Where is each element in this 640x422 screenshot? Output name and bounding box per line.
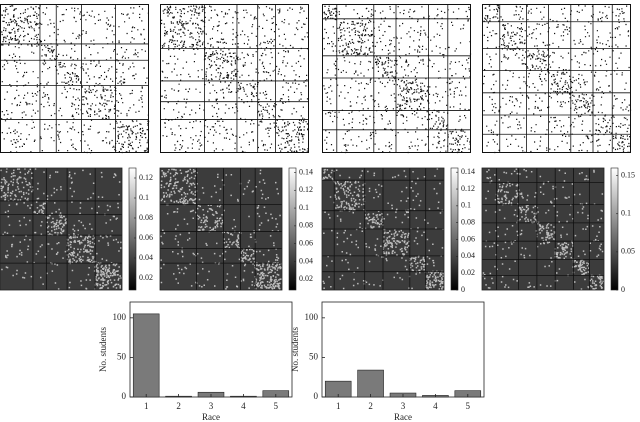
colorbar-tick-label: 0: [621, 285, 625, 294]
colorbar-tick-label: 0.05: [621, 247, 635, 256]
colorbar-tick-label: 0.08: [299, 221, 313, 230]
colorbar: [450, 167, 459, 291]
colorbar-tick-label: 0.04: [461, 251, 475, 260]
colorbar-tick-label: 0.14: [461, 167, 475, 176]
colorbar-tick-label: 0.06: [461, 234, 475, 243]
y-tick-label: 50: [117, 351, 127, 361]
colorbar-tick-label: 0.12: [299, 185, 313, 194]
colorbar-tick-label: 0.06: [139, 233, 153, 242]
x-tick-label: 4: [241, 401, 246, 411]
colorbar-tick-label: 0.1: [139, 193, 149, 202]
matrix-frame: [482, 4, 631, 153]
x-tick-label: 5: [274, 401, 279, 411]
colorbar-tick-label: 0.1: [461, 201, 471, 210]
y-tick-label: 0: [122, 391, 127, 401]
heatmap-frame: [0, 167, 123, 291]
colorbar-tick-label: 0.1: [621, 209, 631, 218]
colorbar-tick-label: 0.04: [299, 256, 313, 265]
colorbar-tick-label: 0.12: [461, 184, 475, 193]
bar: [132, 313, 160, 398]
heatmap-bg: [160, 168, 282, 290]
heatmap-frame: [481, 167, 605, 291]
y-tick-label: 50: [309, 351, 319, 361]
x-tick-label: 4: [433, 401, 438, 411]
matrix-dots: [161, 5, 309, 154]
colorbar-tick-label: 0.14: [299, 167, 313, 176]
x-tick-label: 3: [401, 401, 406, 411]
colorbar-tick-label: 0.02: [299, 274, 313, 283]
y-tick-label: 0: [314, 391, 319, 401]
colorbar-tick-label: 0.15: [621, 170, 635, 179]
colorbar-tick-label: 0.06: [299, 239, 313, 248]
x-tick-label: 2: [368, 401, 373, 411]
matrix-frame: [322, 4, 471, 153]
matrix-dots: [323, 5, 472, 154]
colorbar: [128, 167, 137, 291]
colorbar-tick-label: 0.08: [139, 213, 153, 222]
y-tick-label: 100: [305, 312, 319, 322]
x-tick-label: 1: [144, 401, 149, 411]
colorbar-tick-label: 0: [461, 285, 465, 294]
colorbar-tick-label: 0.04: [139, 253, 153, 262]
x-tick-label: 2: [176, 401, 181, 411]
heatmap-dots: [0, 168, 122, 290]
matrix-dots: [483, 5, 632, 154]
matrix-frame: [0, 4, 149, 153]
x-axis-label: Race: [394, 412, 412, 422]
x-tick-label: 5: [466, 401, 471, 411]
y-axis-label: No. students: [98, 327, 108, 372]
x-axis-label: Race: [202, 412, 220, 422]
bar: [357, 369, 384, 398]
heatmap-dots: [160, 168, 282, 290]
y-tick-label: 100: [113, 312, 127, 322]
x-tick-label: 1: [336, 401, 341, 411]
colorbar-tick-label: 0.02: [461, 268, 475, 277]
heatmap-frame: [321, 167, 445, 291]
heatmap-frame: [159, 167, 283, 291]
colorbar-tick-label: 0.08: [461, 218, 475, 227]
colorbar-tick-label: 0.02: [139, 273, 153, 282]
y-axis-label: No. students: [290, 327, 300, 372]
matrix-dots: [1, 5, 150, 154]
x-tick-label: 3: [209, 401, 214, 411]
colorbar: [610, 167, 619, 291]
colorbar: [288, 167, 297, 291]
colorbar-tick-label: 0.12: [139, 173, 153, 182]
colorbar-tick-label: 0.1: [299, 203, 309, 212]
